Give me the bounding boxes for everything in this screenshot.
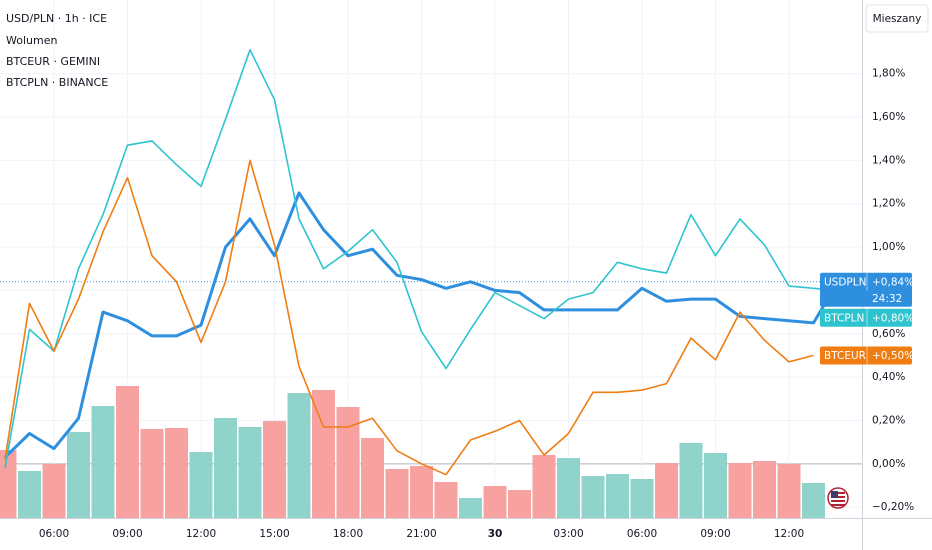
- tag-value: +0,80%: [872, 312, 914, 324]
- volume-bar: [777, 464, 801, 518]
- x-tick-label: 06:00: [627, 528, 657, 540]
- line-series: [4, 49, 839, 469]
- tag-name: BTCEUR: [824, 350, 866, 362]
- volume-bar: [140, 429, 164, 518]
- volume-bar: [42, 464, 66, 518]
- volume-bar: [581, 476, 605, 518]
- y-tick-label: 0,00%: [872, 458, 905, 470]
- volume-bar: [532, 455, 556, 518]
- y-tick-label: 0,60%: [872, 328, 905, 340]
- volume-bar: [116, 386, 139, 518]
- volume-bar: [704, 453, 727, 518]
- volume-layer: [0, 386, 825, 518]
- line-series: [4, 159, 814, 476]
- tag-value: +0,50%: [872, 350, 914, 362]
- y-tick-label: 0,40%: [872, 371, 905, 383]
- volume-bar: [753, 461, 776, 518]
- legend: USD/PLN · 1h · ICE Wolumen BTCEUR · GEMI…: [6, 12, 108, 89]
- y-tick-label: 0,20%: [872, 414, 905, 426]
- volume-bar: [18, 471, 41, 518]
- x-tick-label: 15:00: [259, 528, 289, 540]
- lines-layer: [3, 49, 842, 476]
- flag-icon: [827, 487, 849, 509]
- volume-bar: [385, 469, 409, 518]
- volume-bar: [802, 483, 825, 518]
- x-tick-label: 09:00: [700, 528, 730, 540]
- volume-bar: [361, 438, 384, 518]
- legend-entry: BTCPLN · BINANCE: [6, 76, 108, 89]
- volume-bar: [189, 452, 213, 518]
- volume-bar: [679, 443, 703, 518]
- y-tick-label: 1,60%: [872, 111, 905, 123]
- volume-bar: [336, 407, 360, 518]
- volume-bar: [557, 458, 580, 518]
- volume-bar: [165, 428, 188, 518]
- tag-name: USDPLN: [824, 276, 866, 288]
- x-tick-label: 30: [488, 528, 503, 540]
- scale-mode-label: Mieszany: [873, 13, 922, 25]
- y-tick-label: −0,20%: [872, 501, 914, 513]
- scale-mode-button[interactable]: [865, 4, 929, 33]
- legend-entry: Wolumen: [6, 34, 57, 47]
- y-tick-label: 1,80%: [872, 68, 905, 80]
- x-tick-label: 12:00: [774, 528, 804, 540]
- legend-entry: BTCEUR · GEMINI: [6, 55, 100, 68]
- x-tick-label: 21:00: [406, 528, 436, 540]
- volume-bar: [630, 479, 654, 518]
- volume-bar: [263, 421, 286, 518]
- volume-bar: [410, 466, 433, 518]
- volume-bar: [214, 418, 237, 518]
- x-tick-label: 12:00: [186, 528, 216, 540]
- volume-bar: [606, 474, 629, 518]
- chart-title: USD/PLN · 1h · ICE: [6, 12, 107, 25]
- x-tick-label: 18:00: [333, 528, 363, 540]
- volume-bar: [287, 393, 311, 518]
- volume-bar: [434, 482, 458, 518]
- x-tick-label: 06:00: [39, 528, 69, 540]
- price-tags: USDPLN +0,84% 24:32 BTCPLN +0,80% BTCEUR +0,50…: [820, 272, 914, 365]
- y-tick-label: 1,20%: [872, 198, 905, 210]
- y-tick-label: 1,40%: [872, 154, 905, 166]
- volume-bar: [655, 463, 678, 518]
- volume-bar: [312, 390, 335, 518]
- price-tag: [820, 272, 912, 307]
- volume-bar: [238, 427, 262, 518]
- x-tick-label: 03:00: [553, 528, 583, 540]
- volume-bar: [508, 490, 531, 518]
- line-series: [3, 191, 840, 459]
- volume-bar: [728, 463, 752, 518]
- volume-bar: [483, 486, 507, 518]
- volume-bar: [91, 406, 115, 518]
- countdown: 24:32: [872, 293, 902, 305]
- price-tag: [820, 308, 912, 327]
- x-tick-label: 09:00: [112, 528, 142, 540]
- price-tag: [820, 346, 912, 365]
- volume-bar: [459, 498, 482, 518]
- volume-bar: [67, 432, 90, 518]
- tag-name: BTCPLN: [824, 312, 864, 324]
- volume-bar: [0, 450, 17, 518]
- tag-value: +0,84%: [872, 276, 914, 288]
- y-tick-label: 1,00%: [872, 241, 905, 253]
